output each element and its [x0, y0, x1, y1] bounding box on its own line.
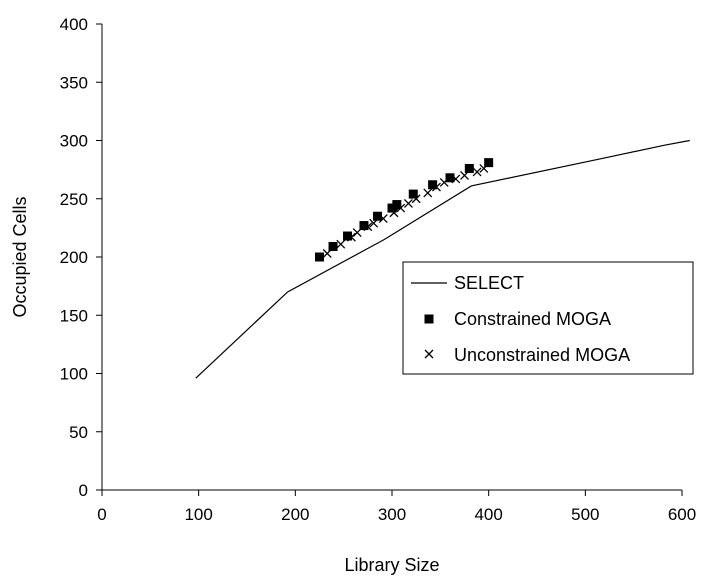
y-tick-label: 300: [60, 132, 88, 151]
point-unconstrained-moga: [403, 198, 413, 208]
point-constrained-moga: [359, 221, 369, 231]
point-unconstrained-moga: [423, 188, 433, 198]
point-constrained-moga: [343, 231, 353, 241]
point-constrained-moga: [387, 203, 397, 213]
point-unconstrained-moga: [479, 164, 489, 173]
point-constrained-moga: [315, 252, 324, 262]
point-unconstrained-moga: [378, 214, 388, 224]
plot-area: [195, 139, 690, 379]
point-unconstrained-moga: [460, 170, 469, 180]
x-tick-label: 600: [668, 505, 696, 524]
point-constrained-moga: [373, 211, 382, 221]
x-tick-label: 500: [571, 505, 599, 524]
y-tick-label: 250: [60, 190, 88, 209]
point-unconstrained-moga: [396, 203, 406, 213]
point-unconstrained-moga: [352, 228, 362, 237]
point-unconstrained-moga: [439, 177, 449, 187]
y-axis-title: Occupied Cells: [10, 196, 30, 317]
point-constrained-moga: [328, 242, 338, 252]
legend-label-unconstrained-moga: Unconstrained MOGA: [454, 345, 630, 365]
legend-swatch-unconstrained-moga: [424, 349, 434, 359]
point-unconstrained-moga: [432, 182, 441, 192]
point-unconstrained-moga: [363, 222, 373, 232]
point-unconstrained-moga: [472, 167, 482, 177]
legend-label-select: SELECT: [454, 273, 524, 293]
axes: 0 50 100 150 200 250 300 350 400 0 100 200 300 400 500…: [60, 15, 697, 524]
y-tick-label: 100: [60, 365, 88, 384]
point-constrained-moga: [484, 158, 494, 168]
y-tick-label: 400: [60, 15, 88, 34]
x-tick-label: 0: [97, 505, 106, 524]
point-constrained-moga: [445, 173, 455, 183]
legend: SELECT Constrained MOGA Unconstrained MO…: [402, 261, 694, 375]
point-unconstrained-moga: [411, 194, 421, 204]
legend-box: [402, 261, 694, 375]
y-tick-label: 0: [79, 481, 88, 500]
y-tick-label: 350: [60, 73, 88, 92]
point-constrained-moga: [464, 163, 474, 173]
point-unconstrained-moga: [346, 232, 356, 242]
point-unconstrained-moga: [451, 174, 461, 184]
x-axis-title: Library Size: [344, 555, 439, 575]
point-unconstrained-moga: [336, 239, 346, 249]
series-line-select: [195, 139, 690, 379]
y-tick-label: 150: [60, 306, 88, 325]
y-tick-label: 200: [60, 248, 88, 267]
point-constrained-moga: [428, 180, 438, 190]
x-tick-label: 200: [281, 505, 309, 524]
point-unconstrained-moga: [369, 218, 379, 228]
y-tick-label: 50: [69, 423, 88, 442]
x-tick-label: 300: [378, 505, 406, 524]
legend-label-constrained-moga: Constrained MOGA: [454, 309, 611, 329]
point-unconstrained-moga: [389, 208, 399, 218]
point-unconstrained-moga: [322, 249, 332, 258]
legend-swatch-constrained-moga: [424, 314, 434, 324]
x-tick-label: 100: [184, 505, 212, 524]
x-tick-label: 400: [474, 505, 502, 524]
point-constrained-moga: [408, 189, 418, 199]
